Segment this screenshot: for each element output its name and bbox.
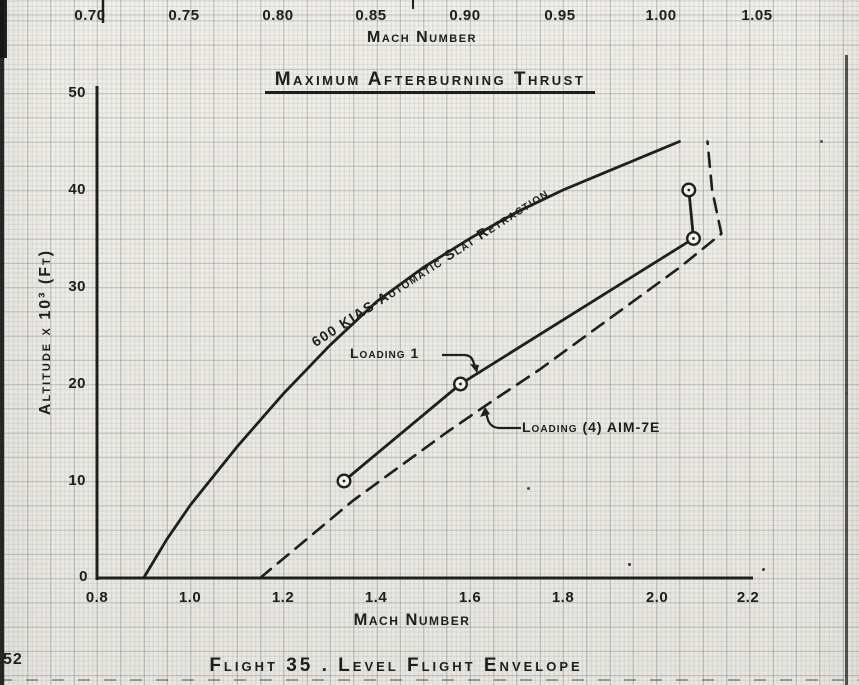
y-axis-tick: 0 [79, 568, 88, 585]
x-axis-tick: 1.2 [271, 589, 295, 606]
scan-edge-left [0, 0, 4, 685]
top-axis-tick: 0.75 [168, 7, 200, 24]
x-axis-tick: 2.2 [736, 589, 760, 606]
top-axis-tick: 0.90 [449, 7, 481, 24]
loading4-leader-line [484, 412, 521, 430]
loading4-leader-arrow [480, 407, 490, 417]
scan-speckles [628, 563, 631, 566]
x-axis-label: Mach Number [353, 611, 471, 629]
scan-edge-blob [0, 0, 7, 58]
x-axis-tick: 1.8 [551, 589, 575, 606]
chart-title-text: Maximum Afterburning Thrust [264, 69, 596, 94]
x-axis-tick: 1.4 [364, 589, 388, 606]
page-number: 52 [3, 651, 23, 668]
y-axis-label: Altitude x 10³ (Ft) [37, 248, 54, 416]
y-axis-tick: 30 [68, 278, 86, 295]
data-point-center-dot [687, 188, 691, 192]
loading4-label: Loading (4) AIM-7E [522, 419, 661, 435]
top-axis-tick: 1.00 [645, 7, 677, 24]
top-axis-tick: 1.05 [741, 7, 773, 24]
curve-600-kias-automatic-slat-retraction [142, 140, 681, 580]
x-axis-tick: 2.0 [645, 589, 669, 606]
bottom-dashed-rule [0, 679, 859, 681]
y-axis-tick: 10 [68, 472, 86, 489]
x-axis-tick: 1.6 [458, 589, 482, 606]
x-axis-tick: 1.0 [178, 589, 202, 606]
loading1-label: Loading 1 [350, 345, 420, 361]
top-axis-tick: 0.70 [74, 7, 106, 24]
y-axis-tick: 50 [68, 84, 86, 101]
y-axis-tick: 20 [68, 375, 86, 392]
loading1-leader-line [442, 353, 478, 370]
series-layer [142, 140, 723, 580]
top-axis-tick: 0.85 [355, 7, 387, 24]
data-point-center-dot [692, 237, 695, 240]
curve-loading-4-aim-7e [258, 140, 723, 580]
x-axis-tick: 0.8 [85, 589, 109, 606]
top-axis-label: Mach Number [367, 29, 477, 46]
data-point-center-dot [342, 479, 346, 483]
data-point-center-dot [459, 382, 462, 386]
curve-loading-1 [342, 188, 695, 483]
scan-edge-right [845, 55, 848, 685]
top-axis-tick: 0.95 [544, 7, 576, 24]
chart-title: Maximum Afterburning Thrust [230, 69, 630, 94]
figure-caption: Flight 35 . Level Flight Envelope [209, 655, 583, 676]
y-axis-tick: 40 [68, 181, 86, 198]
top-axis-tick: 0.80 [262, 7, 294, 24]
loading1-leader-arrow [470, 364, 479, 373]
